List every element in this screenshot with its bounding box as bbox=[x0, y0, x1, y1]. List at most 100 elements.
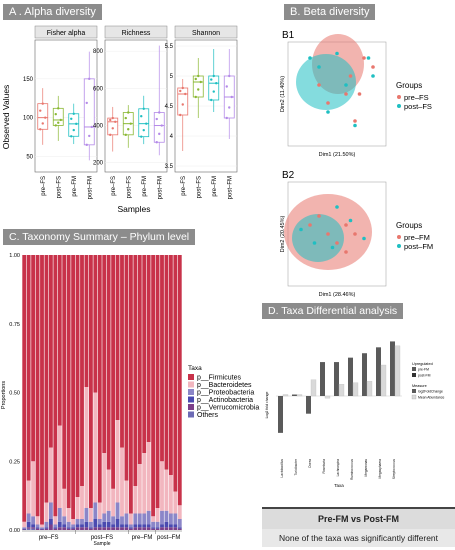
beta-point bbox=[344, 83, 348, 87]
taxo-ytick-label: 0.25 bbox=[9, 459, 20, 465]
alpha-point bbox=[75, 122, 78, 126]
taxo-bar-segment bbox=[155, 508, 160, 522]
beta-point bbox=[362, 56, 366, 60]
alpha-point bbox=[72, 112, 75, 115]
taxo-bar-segment bbox=[62, 255, 67, 489]
diff-xtick-label: Roseburia bbox=[322, 459, 326, 474]
taxo-bar-segment bbox=[128, 527, 133, 529]
taxo-bar-segment bbox=[106, 521, 111, 528]
alpha-xtick-label: post–FM bbox=[157, 176, 163, 199]
alpha-point bbox=[85, 143, 88, 147]
taxo-ytick-label: 0.50 bbox=[9, 391, 20, 397]
alpha-facet-strip bbox=[34, 25, 98, 39]
alpha-point bbox=[140, 135, 143, 138]
beta-point bbox=[335, 241, 339, 245]
diff-legend-title: Measure bbox=[412, 384, 427, 388]
taxo-bar-segment bbox=[31, 255, 36, 462]
diff-ylabel: Log2 fold change bbox=[265, 392, 269, 419]
taxo-bar-segment bbox=[102, 521, 107, 528]
taxo-bar-segment bbox=[97, 502, 102, 519]
alpha-point bbox=[85, 101, 88, 105]
beta-point bbox=[357, 92, 362, 96]
taxo-bar-segment bbox=[155, 521, 160, 528]
taxo-bar-segment bbox=[57, 527, 62, 530]
alpha-point bbox=[57, 107, 60, 110]
taxo-bar-segment bbox=[97, 527, 102, 530]
taxo-bar-segment bbox=[155, 527, 160, 529]
alpha-xtick-label: pre–FM bbox=[72, 176, 78, 197]
beta-ylabel: Dim2 (20.45%) bbox=[280, 215, 286, 252]
alpha-ytick-label: 50 bbox=[26, 154, 33, 160]
beta-point bbox=[317, 83, 321, 87]
alpha-point bbox=[88, 134, 91, 138]
alpha-ytick-label: 150 bbox=[23, 77, 34, 83]
taxo-bar-segment bbox=[40, 529, 44, 530]
taxo-bar-segment bbox=[84, 387, 89, 508]
taxo-legend-swatch bbox=[188, 374, 194, 380]
taxo-bar-segment bbox=[80, 519, 84, 525]
taxo-legend-swatch bbox=[188, 381, 194, 388]
alpha-point bbox=[181, 86, 184, 90]
alpha-point bbox=[59, 118, 62, 122]
taxo-bar-segment bbox=[40, 524, 44, 528]
taxo-bar-segment bbox=[168, 527, 173, 530]
beta-legend-dot bbox=[397, 235, 401, 239]
taxo-bar-segment bbox=[57, 521, 62, 528]
alpha-point bbox=[197, 74, 200, 78]
taxo-bar-segment bbox=[160, 527, 164, 530]
taxo-bar-segment bbox=[146, 524, 151, 528]
alpha-point bbox=[210, 78, 213, 81]
taxo-bar-segment bbox=[48, 519, 53, 525]
alpha-point bbox=[230, 95, 233, 99]
diff-legend-title: Upregulated bbox=[412, 362, 433, 366]
taxo-bar-segment bbox=[120, 255, 124, 448]
taxo-bar-segment bbox=[168, 475, 173, 514]
alpha-point bbox=[160, 124, 163, 127]
taxo-bar-segment bbox=[44, 502, 49, 522]
taxo-legend-label: p__Proteobacteria bbox=[197, 390, 254, 397]
taxo-legend-label: p__Verrucomicrobia bbox=[197, 405, 259, 412]
beta-legend-label: post–FS bbox=[404, 102, 432, 111]
taxo-bar-segment bbox=[120, 524, 124, 528]
alpha-ytick-label: 5.5 bbox=[165, 44, 174, 50]
taxo-bar-segment bbox=[35, 524, 40, 528]
taxo-bar-segment bbox=[75, 519, 80, 525]
beta-point bbox=[326, 110, 330, 114]
alpha-ytick-label: 4.5 bbox=[165, 104, 174, 110]
taxo-bar-segment bbox=[93, 519, 98, 528]
taxo-bar-segment bbox=[48, 524, 53, 530]
alpha-point bbox=[215, 82, 218, 85]
alpha-box bbox=[177, 87, 189, 116]
taxo-bar-segment bbox=[151, 255, 156, 517]
taxo-bar-segment bbox=[80, 524, 84, 528]
alpha-point bbox=[199, 80, 202, 84]
taxo-bar-segment bbox=[88, 508, 93, 522]
alpha-xtick-label: post–FM bbox=[87, 176, 93, 199]
taxo-bar-segment bbox=[22, 527, 27, 529]
taxo-bar-segment bbox=[142, 524, 147, 528]
taxo-bar-segment bbox=[164, 527, 169, 530]
alpha-xtick-label: pre–FS bbox=[181, 176, 187, 196]
taxo-bar-segment bbox=[133, 513, 138, 525]
beta-point bbox=[366, 56, 371, 60]
taxo-bar-segment bbox=[168, 524, 173, 528]
taxo-bar-segment bbox=[31, 524, 36, 528]
taxo-bar-segment bbox=[155, 255, 160, 508]
taxo-bar-segment bbox=[71, 528, 76, 530]
alpha-point bbox=[155, 141, 158, 144]
taxo-bar-segment bbox=[177, 519, 182, 528]
diff-legend-label: log2FoldChange bbox=[418, 390, 443, 394]
taxo-bar-segment bbox=[173, 513, 178, 525]
alpha-point bbox=[124, 133, 127, 137]
taxo-bar-segment bbox=[71, 519, 76, 525]
taxo-bar-segment bbox=[115, 420, 120, 503]
taxo-bar-segment bbox=[66, 521, 71, 528]
taxo-bar-segment bbox=[177, 527, 182, 529]
taxo-ytick-label: 1.00 bbox=[9, 253, 20, 259]
taxo-bar-segment bbox=[106, 510, 111, 522]
alpha-point bbox=[228, 74, 231, 78]
taxo-bar-segment bbox=[115, 519, 120, 528]
taxo-bar-segment bbox=[137, 255, 142, 464]
alpha-point bbox=[228, 106, 231, 109]
taxo-bar-segment bbox=[88, 527, 93, 529]
